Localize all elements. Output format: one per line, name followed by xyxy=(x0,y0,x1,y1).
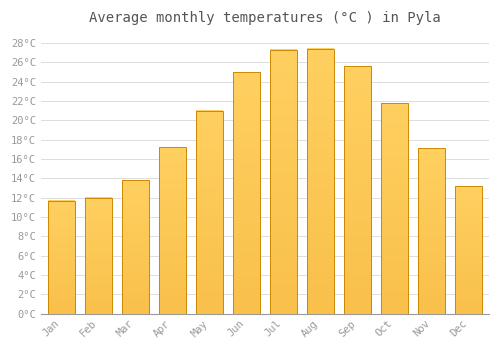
Bar xyxy=(418,148,445,314)
Bar xyxy=(233,72,260,314)
Bar xyxy=(196,111,222,314)
Bar xyxy=(122,180,148,314)
Title: Average monthly temperatures (°C ) in Pyla: Average monthly temperatures (°C ) in Py… xyxy=(89,11,441,25)
Bar xyxy=(270,50,297,314)
Bar xyxy=(48,201,74,314)
Bar xyxy=(455,186,482,314)
Bar xyxy=(85,198,112,314)
Bar xyxy=(159,147,186,314)
Bar xyxy=(307,49,334,314)
Bar xyxy=(344,66,371,314)
Bar xyxy=(381,103,408,314)
